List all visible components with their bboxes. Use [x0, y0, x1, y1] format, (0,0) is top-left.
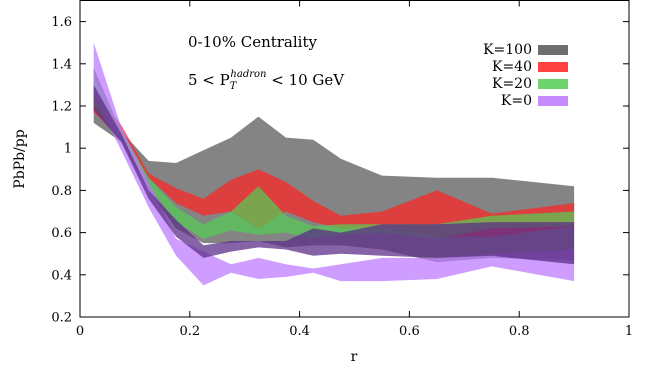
- x-tick-label: 0: [76, 324, 84, 339]
- y-tick-label: 0.6: [51, 226, 72, 241]
- y-tick-label: 1.4: [51, 57, 72, 72]
- legend-swatch: [538, 79, 568, 89]
- legend-swatch: [538, 96, 568, 106]
- y-tick-label: 0.2: [51, 311, 72, 326]
- ticks-layer: 0 0.2 0.4 0.6 0.8 1 0.2 0.4 0.6 0.8 1 1.2 1.4 1.6: [51, 0, 633, 339]
- pt-superscript: hadron: [230, 69, 266, 80]
- y-tick-label: 1: [64, 142, 72, 157]
- y-tick-label: 1.2: [51, 100, 72, 115]
- legend-label: K=0: [501, 93, 532, 109]
- annotation-pt-range: 5 < PThadron < 10 GeV: [188, 69, 345, 92]
- band-overlap: [93, 84, 575, 265]
- band-k-40: [93, 89, 575, 237]
- x-tick-label: 0.2: [179, 324, 200, 339]
- y-tick-label: 0.4: [51, 268, 72, 283]
- legend-label: K=100: [483, 42, 532, 58]
- legend-swatch: [538, 62, 568, 72]
- pt-subscript: T: [230, 81, 238, 92]
- y-tick-label: 0.8: [51, 184, 72, 199]
- bands-layer: [93, 42, 575, 286]
- legend-label: K=20: [492, 76, 532, 92]
- pt-prefix: 5 < P: [188, 71, 230, 89]
- legend-label: K=40: [492, 59, 532, 75]
- x-tick-label: 0.8: [509, 324, 530, 339]
- x-tick-label: 0.6: [399, 324, 420, 339]
- annotation-centrality: 0-10% Centrality: [188, 33, 317, 51]
- y-axis-label: PbPb/pp: [12, 129, 28, 188]
- plot-frame: [79, 0, 630, 318]
- x-tick-label: 0.4: [289, 324, 310, 339]
- y-tick-label: 1.6: [51, 15, 72, 30]
- x-axis-label: r: [351, 349, 358, 365]
- legend-swatch: [538, 45, 568, 55]
- band-k-0: [93, 42, 575, 286]
- x-tick-label: 1: [625, 324, 633, 339]
- pt-suffix: < 10 GeV: [266, 71, 345, 89]
